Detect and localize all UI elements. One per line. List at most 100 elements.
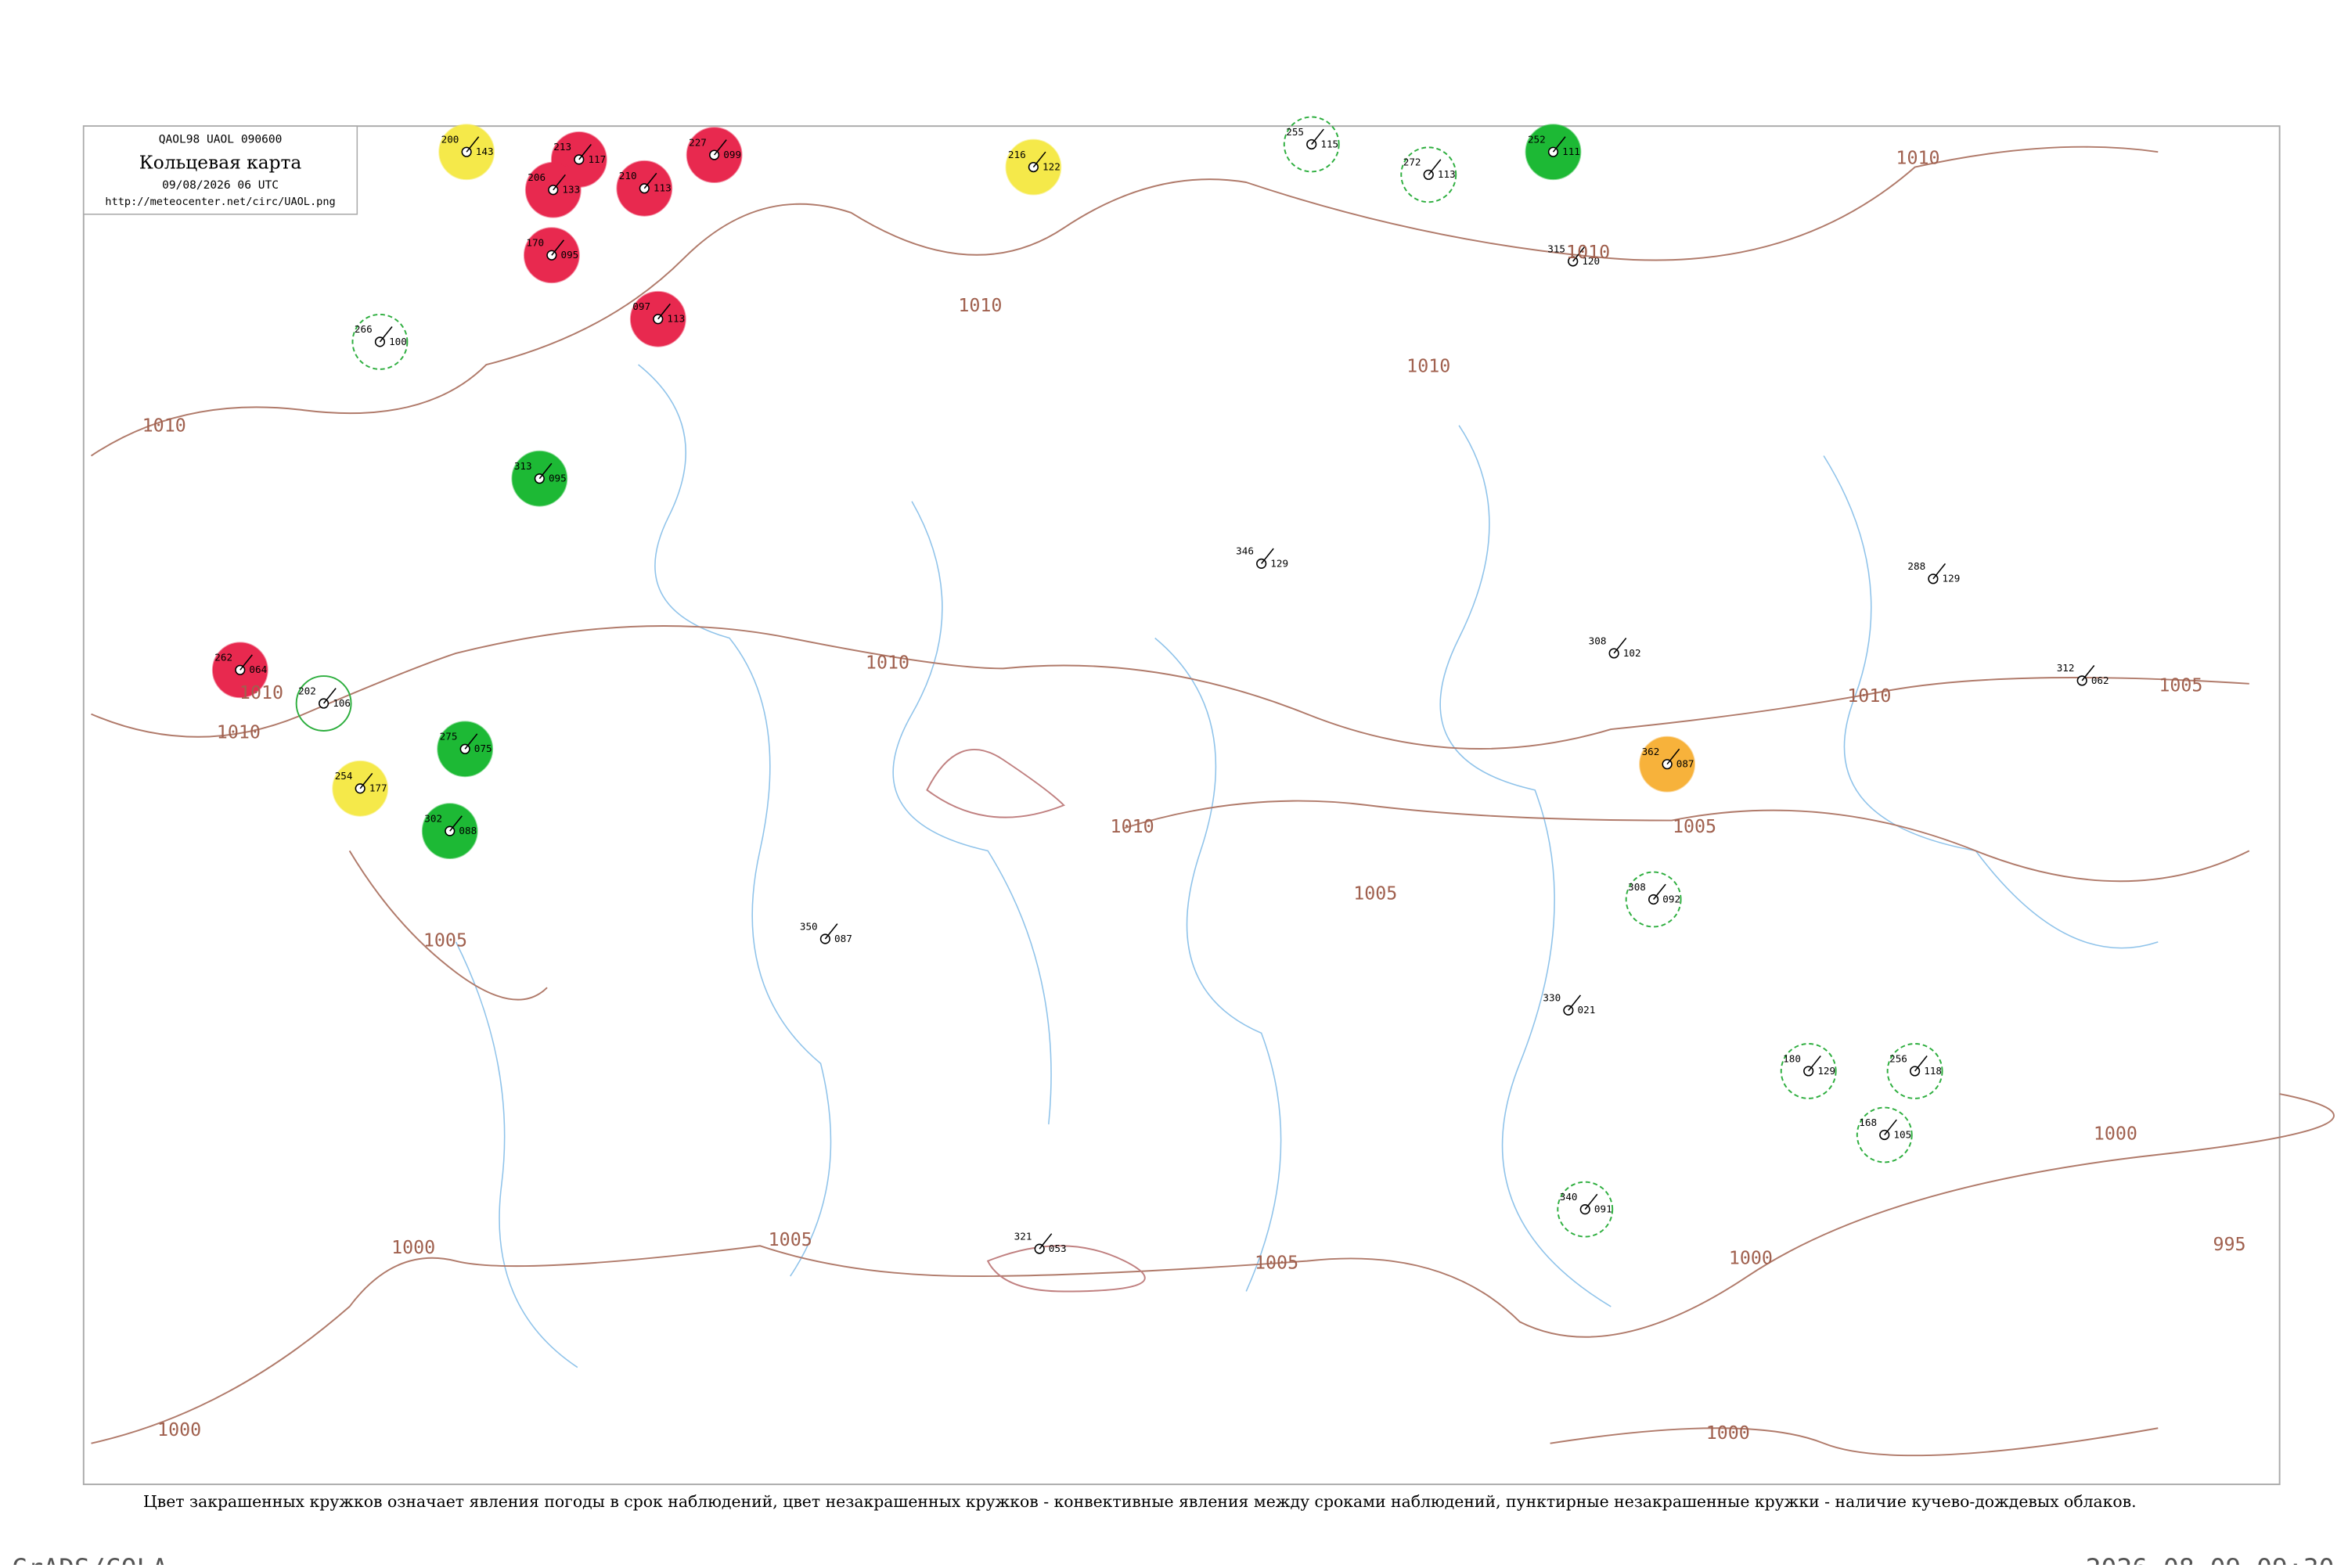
station-tendency: 143: [476, 146, 494, 157]
station: 216 122: [1005, 138, 1062, 196]
station-pressure: 213: [553, 141, 571, 153]
station: 210 113: [616, 160, 673, 217]
station-pressure: 202: [298, 685, 316, 696]
cb-circle: [1780, 1043, 1837, 1099]
caption: Цвет закрашенных кружков означает явлени…: [143, 1492, 2137, 1511]
station: 313 095: [511, 450, 568, 507]
station-pressure: 350: [800, 920, 818, 932]
station: 256 118: [1886, 1043, 1943, 1099]
wind-barb: [1884, 1119, 1897, 1135]
station: 200 143: [438, 124, 495, 181]
station: 097 113: [629, 290, 686, 347]
station-pressure: 302: [424, 812, 442, 824]
station-tendency: 115: [1320, 138, 1338, 149]
station-pressure: 272: [1403, 156, 1421, 168]
station: 362 087: [1639, 735, 1696, 793]
station-pressure: 256: [1889, 1052, 1907, 1064]
wind-barb: [538, 462, 553, 480]
station-tendency: 099: [723, 149, 741, 160]
station: 168 105: [1856, 1106, 1913, 1163]
station: 180 129: [1780, 1043, 1837, 1099]
wind-barb: [1311, 128, 1324, 145]
station-pressure: 097: [632, 300, 650, 312]
station-pressure: 200: [441, 134, 459, 146]
station-tendency: 111: [1562, 146, 1580, 157]
wind-barb: [1568, 994, 1582, 1011]
wind-barb: [464, 733, 478, 750]
isobar-label: 1010: [958, 295, 1002, 316]
convective-circle: [295, 675, 352, 732]
wind-barb: [824, 923, 838, 940]
isobar-label: 1010: [1406, 356, 1450, 377]
cb-circle: [1283, 116, 1340, 173]
station-pressure: 313: [514, 460, 532, 472]
isobar-label: 1005: [1255, 1252, 1298, 1273]
isobar-label: 1000: [157, 1419, 201, 1440]
station: 340 091: [1557, 1181, 1614, 1238]
station: 272 113: [1400, 146, 1457, 203]
station-pressure: 262: [214, 652, 232, 664]
isobar-label: 1010: [1111, 816, 1154, 837]
station-tendency: 113: [1438, 168, 1456, 180]
station-tendency: 095: [549, 473, 567, 484]
footer-left: GrADS/COLA: [13, 1553, 168, 1565]
station-pressure: 308: [1628, 881, 1646, 893]
station-pressure: 346: [1236, 545, 1254, 557]
wind-barb: [1261, 548, 1274, 564]
wind-barb: [1613, 638, 1627, 654]
station-tendency: 129: [1270, 557, 1288, 569]
isobars: [90, 146, 2335, 1457]
isobar-label: 1005: [1353, 883, 1397, 904]
station-tendency: 092: [1662, 893, 1680, 904]
station-tendency: 105: [1893, 1128, 1911, 1140]
station-tendency: 053: [1049, 1243, 1067, 1254]
wind-barb: [359, 772, 373, 789]
wind-barb: [1932, 563, 1946, 580]
wind-barb: [1666, 748, 1680, 765]
station-tendency: 095: [561, 249, 579, 261]
station: 254 177: [332, 760, 389, 817]
station-tendency: 106: [333, 697, 351, 709]
isobar-label: 1010: [217, 722, 261, 743]
wind-barb: [2081, 665, 2095, 682]
wind-barb: [379, 325, 393, 343]
station-tendency: 133: [562, 184, 580, 196]
station-tendency: 062: [2091, 674, 2109, 686]
station: 330 021: [1543, 992, 1595, 1016]
isobar-label: 1005: [1673, 816, 1716, 837]
isobar-label: 1000: [391, 1237, 435, 1258]
station-pressure: 266: [355, 323, 373, 335]
station-pressure: 216: [1008, 149, 1026, 160]
station-tendency: 113: [667, 313, 685, 325]
wind-barb: [449, 815, 463, 832]
isobar-label: 1005: [423, 930, 467, 951]
cb-circle: [1625, 871, 1682, 928]
station-pressure: 255: [1286, 126, 1304, 138]
station-pressure: 312: [2057, 662, 2075, 674]
station-tendency: 117: [588, 153, 606, 165]
station-tendency: 088: [459, 825, 477, 836]
wind-barb: [1808, 1056, 1821, 1072]
isobar-labels: 1010 1010 1010 1010 1010 1010 1010 1010 1010 1010…: [142, 148, 2246, 1444]
station: 346 129: [1236, 545, 1288, 570]
rivers: [455, 364, 2159, 1368]
wind-barb: [466, 136, 480, 153]
station-pressure: 170: [526, 237, 544, 249]
wind-barb: [1584, 1193, 1598, 1210]
wind-barb: [643, 172, 657, 189]
isobar-label: 1010: [239, 682, 283, 703]
cb-circle: [1856, 1106, 1913, 1163]
station-pressure: 180: [1783, 1052, 1801, 1064]
station-tendency: 177: [369, 782, 387, 794]
station: 252 111: [1525, 124, 1582, 181]
station-pressure: 252: [1528, 134, 1546, 146]
station: 206 133: [524, 161, 582, 218]
wind-barb: [553, 174, 566, 191]
header-title: Кольцевая карта: [139, 153, 302, 174]
station-pressure: 321: [1014, 1230, 1032, 1242]
station-pressure: 340: [1560, 1191, 1578, 1203]
station-tendency: 129: [1943, 573, 1961, 584]
isobar-label: 1000: [1706, 1422, 1750, 1444]
header-url: http://meteocenter.net/circ/UAOL.png: [105, 196, 335, 208]
